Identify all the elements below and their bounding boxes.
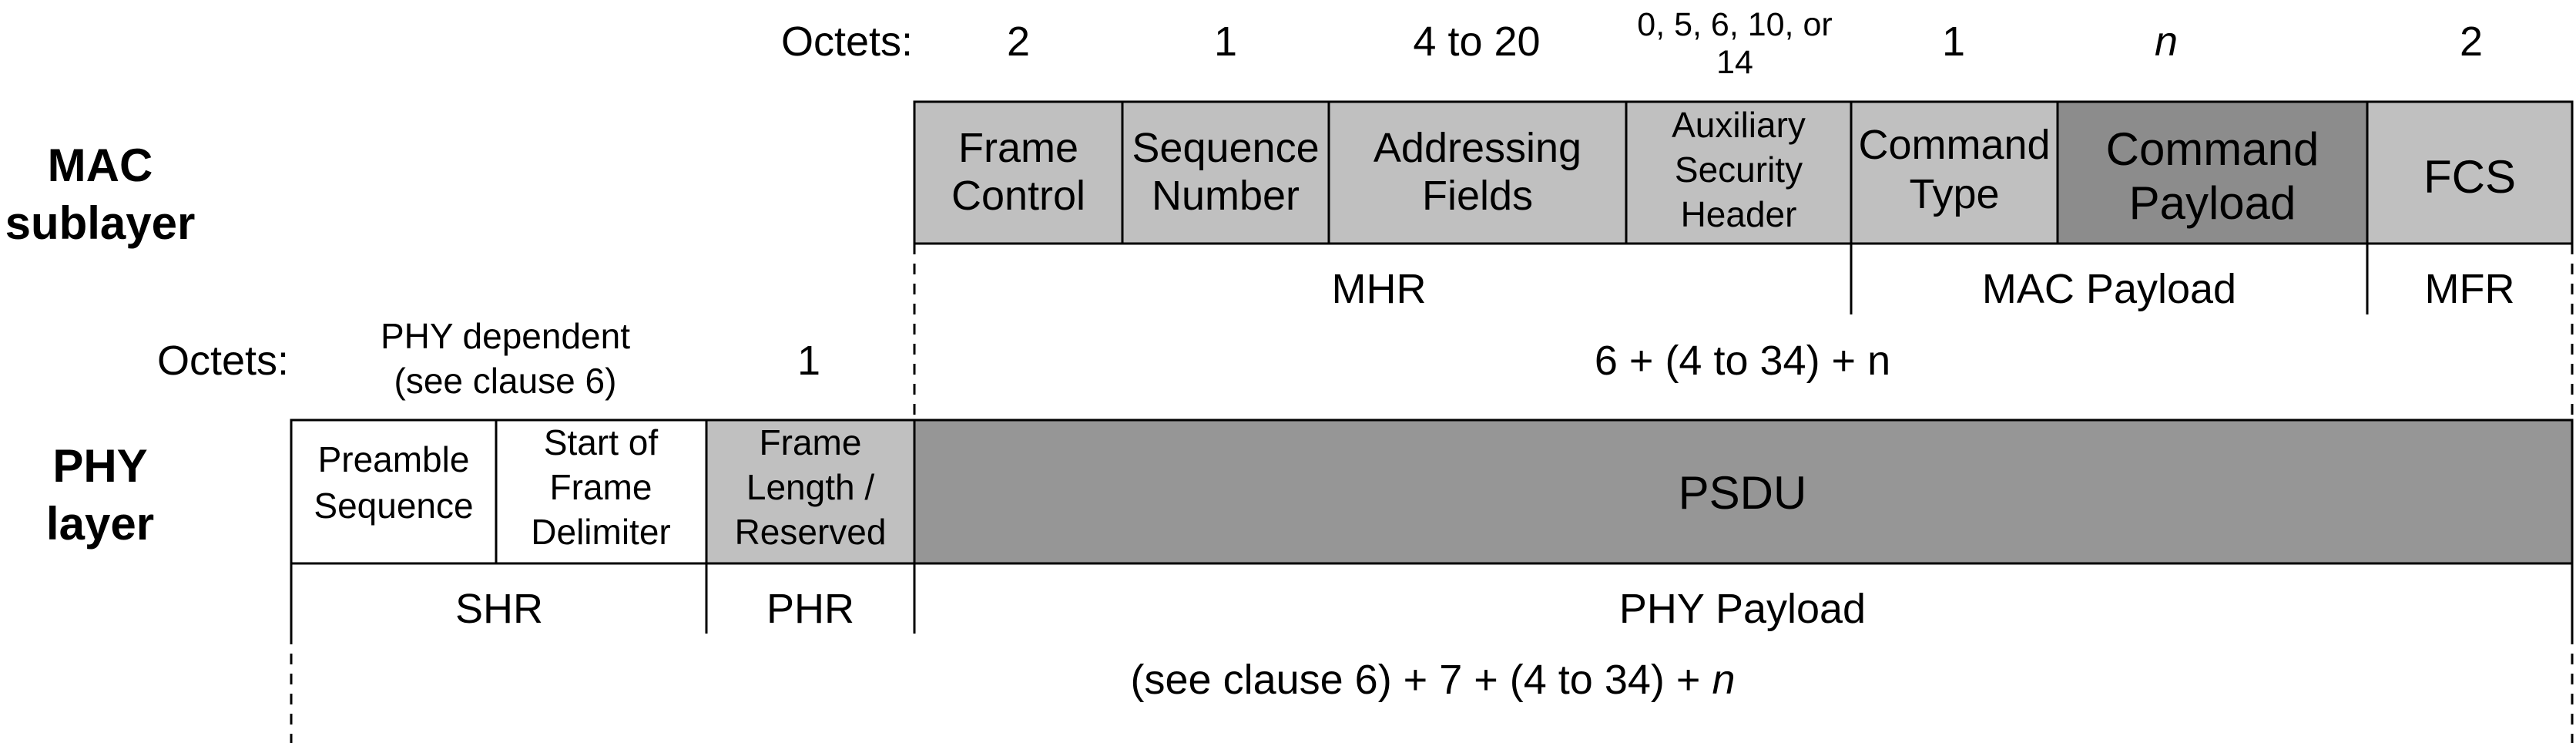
mac-field-addressing-fields-line2: Fields: [1422, 173, 1533, 219]
phy-octets-psdu: 6 + (4 to 34) + n: [1595, 338, 1890, 384]
mac-field-auxiliary-security-line1: Auxiliary: [1672, 105, 1806, 145]
mac-field-command-type: [1850, 100, 2059, 245]
mac-layer-label-line2: sublayer: [5, 197, 196, 249]
mac-field-addressing-fields: [1327, 100, 1628, 245]
phy-total-length-n: n: [1712, 657, 1735, 703]
phy-total-length: (see clause 6) + 7 + (4 to 34) + n: [1131, 657, 1736, 703]
phy-layer-label-line2: layer: [46, 498, 154, 550]
phy-field-sfd-line1: Start of: [544, 422, 659, 462]
mac-field-fcs: [2366, 100, 2574, 245]
mac-sublayer: MAC sublayer Octets: 2 1 4 to 20 0, 5, 6…: [5, 6, 2574, 314]
mac-field-sequence-number-line2: Number: [1152, 173, 1300, 219]
phy-field-start-of-frame-delimiter: [495, 419, 708, 565]
phy-field-frame-length-line1: Frame: [760, 422, 862, 462]
mac-field-sequence-number: [1121, 100, 1330, 245]
mac-field-command-type-line2: Type: [1909, 171, 1999, 217]
phy-octets-dependent-line1: PHY dependent: [381, 316, 630, 356]
mac-group-mhr: MHR: [1332, 266, 1427, 312]
phy-field-psdu: [913, 419, 2574, 565]
mac-field-auxiliary-security-line3: Header: [1681, 194, 1797, 234]
mac-field-fcs-label: FCS: [2423, 151, 2516, 203]
phy-octets-label: Octets:: [157, 338, 289, 384]
phy-field-sfd-line3: Delimiter: [531, 512, 670, 552]
phy-total-length-prefix: (see clause 6) + 7 + (4 to 34) +: [1131, 657, 1712, 703]
mac-field-addressing-fields-line1: Addressing: [1374, 125, 1581, 171]
mac-field-sequence-number-line1: Sequence: [1132, 125, 1319, 171]
mac-octets-command-type: 1: [1942, 18, 1965, 65]
mac-octets-frame-control: 2: [1007, 18, 1030, 65]
phy-layer-label-line1: PHY: [52, 440, 147, 492]
phy-field-preamble-line1: Preamble: [318, 439, 470, 479]
mac-field-frame-control: [913, 100, 1124, 245]
mac-octets-addressing: 4 to 20: [1413, 18, 1540, 65]
mac-group-mac-payload: MAC Payload: [1982, 266, 2236, 312]
mac-field-command-payload-line2: Payload: [2129, 177, 2296, 229]
mac-field-command-type-line1: Command: [1858, 122, 2050, 168]
phy-octets-phr: 1: [797, 338, 820, 384]
phy-group-phy-payload: PHY Payload: [1619, 586, 1866, 632]
mac-octets-label: Octets:: [781, 18, 913, 65]
mac-octets-aux-security-line2: 14: [1716, 44, 1753, 81]
mac-field-frame-control-line2: Control: [951, 173, 1085, 219]
mac-field-auxiliary-security-header: [1625, 100, 1853, 245]
mac-layer-label-line1: MAC: [48, 140, 153, 191]
mac-field-command-payload: [2056, 100, 2369, 245]
mac-field-frame-control-line1: Frame: [958, 125, 1078, 171]
phy-field-preamble-line2: Sequence: [314, 486, 473, 526]
phy-field-psdu-label: PSDU: [1679, 467, 1807, 519]
phy-layer: Octets: PHY dependent (see clause 6) 1 6…: [46, 316, 2574, 703]
phy-group-shr: SHR: [455, 586, 543, 632]
phy-field-frame-length-line2: Length /: [746, 467, 874, 507]
mac-octets-sequence-number: 1: [1214, 18, 1237, 65]
phy-field-sfd-line2: Frame: [550, 467, 652, 507]
mac-octets-command-payload: n: [2155, 18, 2178, 65]
mac-field-auxiliary-security-line2: Security: [1675, 150, 1803, 190]
mac-group-mfr: MFR: [2425, 266, 2515, 312]
mac-octets-fcs: 2: [2460, 18, 2483, 65]
phy-octets-dependent-line2: (see clause 6): [394, 361, 617, 401]
phy-field-frame-length: [705, 419, 916, 565]
mac-octets-aux-security-line1: 0, 5, 6, 10, or: [1637, 6, 1832, 43]
phy-group-phr: PHR: [766, 586, 854, 632]
phy-field-frame-length-line3: Reserved: [735, 512, 887, 552]
mac-field-command-payload-line1: Command: [2106, 123, 2319, 175]
